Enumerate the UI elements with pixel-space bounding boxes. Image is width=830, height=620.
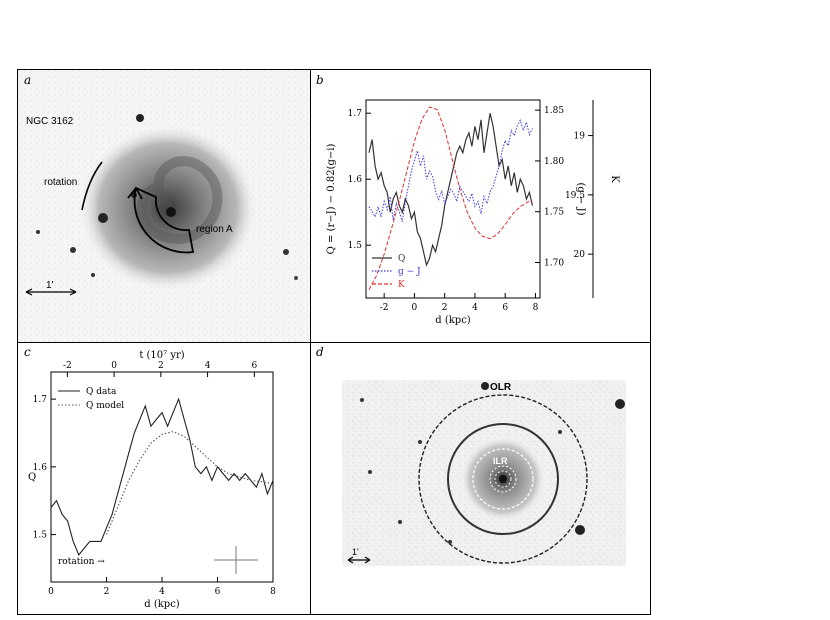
spiral-arm [136, 156, 223, 244]
panel-c: 0 2 4 6 8 -2 0 2 4 6 1.5 1.6 1.7 d (kpc) t (10⁷ yr) Q Q … [18, 342, 311, 614]
galaxy-nucleus [166, 207, 176, 217]
olr-ring [418, 394, 588, 564]
y-axis-label: Q [28, 472, 36, 483]
y-right2-tick-label: 19.5 [565, 191, 585, 201]
ilr-ring [472, 448, 534, 510]
x-tick-label: -2 [380, 303, 389, 313]
region-a-arrow [127, 187, 143, 200]
x-tick-label: 0 [412, 303, 418, 313]
panel-a: NGC 3162 rotation region A 1' a [18, 70, 311, 343]
panel-label: a [24, 73, 32, 87]
y-right2-tick-label: 19 [574, 132, 586, 142]
x-tick-label: 2 [442, 303, 448, 313]
star [136, 114, 144, 122]
panel-a-image: NGC 3162 rotation region A 1' [18, 70, 310, 342]
x-tick-label: 6 [215, 587, 221, 597]
x-tick-label: 0 [48, 587, 54, 597]
scale-bar-arrows [347, 556, 371, 564]
region-a-outline [133, 186, 195, 254]
panel-label: c [24, 345, 31, 359]
star [368, 470, 372, 474]
ilr-label: ILR [493, 456, 508, 466]
top-x-tick-label: 2 [158, 361, 164, 371]
y-tick-label: 1.6 [33, 463, 48, 473]
x-axis-label: d (kpc) [435, 315, 471, 326]
y-tick-label: 1.5 [33, 531, 48, 541]
series-line [368, 119, 533, 222]
star [575, 525, 585, 535]
star [360, 398, 364, 402]
x-tick-label: 8 [533, 303, 539, 313]
top-x-axis-label: t (10⁷ yr) [139, 350, 184, 361]
region-label: region A [196, 224, 233, 235]
panel-c-chart: 0 2 4 6 8 -2 0 2 4 6 1.5 1.6 1.7 d (kpc) t (10⁷ yr) Q Q … [28, 350, 276, 610]
star [418, 440, 422, 444]
scale-bar-arrows [25, 288, 77, 296]
star [91, 273, 95, 277]
inner-ring [489, 465, 517, 493]
x-tick-label: 2 [104, 587, 110, 597]
x-tick-label: 4 [159, 587, 165, 597]
inner-ring [494, 470, 512, 488]
rotation-annotation: rotation → [58, 557, 105, 567]
y-tick-label: 1.6 [348, 175, 363, 185]
x-tick-label: 4 [472, 303, 478, 313]
y-right-tick-label: 1.80 [544, 157, 564, 167]
y-tick-label: 1.7 [348, 109, 363, 119]
galaxy-nucleus [499, 475, 507, 483]
star [98, 213, 108, 223]
rotation-label: rotation [44, 177, 77, 188]
rotation-arc [81, 161, 103, 211]
olr-label: OLR [490, 382, 512, 393]
x-tick-label: 8 [270, 587, 276, 597]
series-line [368, 113, 533, 267]
star [615, 399, 625, 409]
top-x-tick-label: 6 [251, 361, 257, 371]
y-right-tick-label: 1.70 [544, 258, 564, 268]
panel-b: -2 0 2 4 6 8 1.5 1.6 1.7 1.70 1.75 1.80 1.85 19 19.5 20… [310, 70, 650, 343]
x-tick-label: 6 [502, 303, 508, 313]
y-tick-label: 1.7 [33, 395, 48, 405]
star [36, 230, 40, 234]
top-x-tick-label: 4 [205, 361, 211, 371]
y-axis-label: Q = (r−J) − 0.82(g−i) [326, 144, 337, 255]
series-line [50, 397, 274, 556]
series-line [105, 431, 274, 535]
legend-label: K [398, 280, 405, 290]
panel-d: OLR ILR 1' d [310, 342, 650, 614]
star [481, 382, 489, 390]
top-x-tick-label: -2 [63, 361, 72, 371]
y-right-axis-label: (g − J) [575, 183, 586, 216]
figure: NGC 3162 rotation region A 1' a -2 0 2 4 6 8 1… [17, 69, 651, 615]
plot-frame [50, 371, 274, 583]
star [294, 276, 298, 280]
scale-label: 1' [352, 547, 359, 557]
scale-label: 1' [46, 280, 54, 291]
panel-d-image: OLR ILR 1' [342, 380, 626, 566]
y-tick-label: 1.5 [348, 241, 363, 251]
series-line [368, 106, 533, 290]
y-right-tick-label: 1.85 [544, 106, 564, 116]
x-axis-label: d (kpc) [144, 599, 180, 610]
star [70, 247, 76, 253]
legend-label: Q data [86, 387, 117, 397]
panel-label: d [316, 345, 324, 359]
plot-frame [365, 99, 541, 299]
panel-label: b [316, 73, 324, 87]
star [448, 540, 452, 544]
galaxy-name: NGC 3162 [26, 116, 74, 127]
legend-label: g − J [398, 267, 421, 277]
y-right-tick-label: 1.75 [544, 208, 564, 218]
y-right2-axis-label: K [609, 175, 620, 183]
top-x-tick-label: 0 [111, 361, 117, 371]
panel-b-chart: -2 0 2 4 6 8 1.5 1.6 1.7 1.70 1.75 1.80 1.85 19 19.5 20… [326, 99, 620, 326]
star [398, 520, 402, 524]
star [558, 430, 562, 434]
legend-label: Q model [86, 401, 124, 411]
corotation-ring [447, 423, 559, 535]
legend-label: Q [398, 254, 405, 264]
y-right2-tick-label: 20 [574, 250, 586, 260]
star [283, 249, 289, 255]
